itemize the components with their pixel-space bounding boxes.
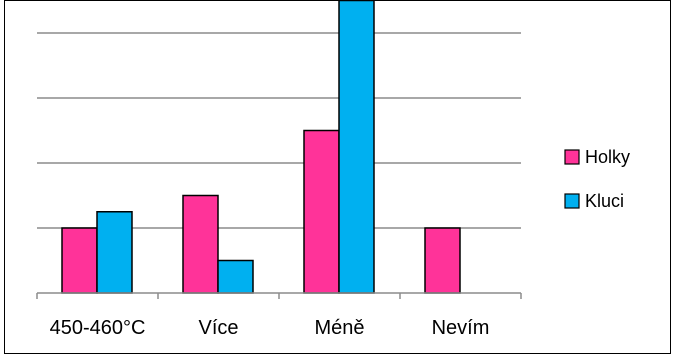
- legend-swatch-kluci: [564, 193, 580, 209]
- bar-holky-1: [182, 194, 219, 294]
- bars: [61, 0, 461, 294]
- bar-holky-3: [424, 227, 461, 294]
- bar-kluci-0: [96, 211, 133, 294]
- bar-kluci-2: [338, 0, 375, 294]
- legend-swatch-holky: [564, 149, 580, 165]
- x-axis: [36, 292, 522, 299]
- bar-holky-2: [303, 129, 340, 294]
- x-tick-labels: 450-460°C Více Méně Nevím: [50, 317, 490, 339]
- x-tick-label-1: Více: [198, 317, 238, 339]
- legend-label-holky: Holky: [585, 147, 630, 167]
- legend-label-kluci: Kluci: [585, 191, 624, 211]
- x-tick-label-0: 450-460°C: [50, 317, 146, 339]
- bar-holky-0: [61, 227, 98, 294]
- gridlines: [37, 32, 521, 229]
- bar-kluci-1: [217, 259, 254, 294]
- x-tick-label-2: Méně: [314, 317, 364, 339]
- legend: Holky Kluci: [564, 147, 630, 211]
- x-tick-label-3: Nevím: [432, 317, 490, 339]
